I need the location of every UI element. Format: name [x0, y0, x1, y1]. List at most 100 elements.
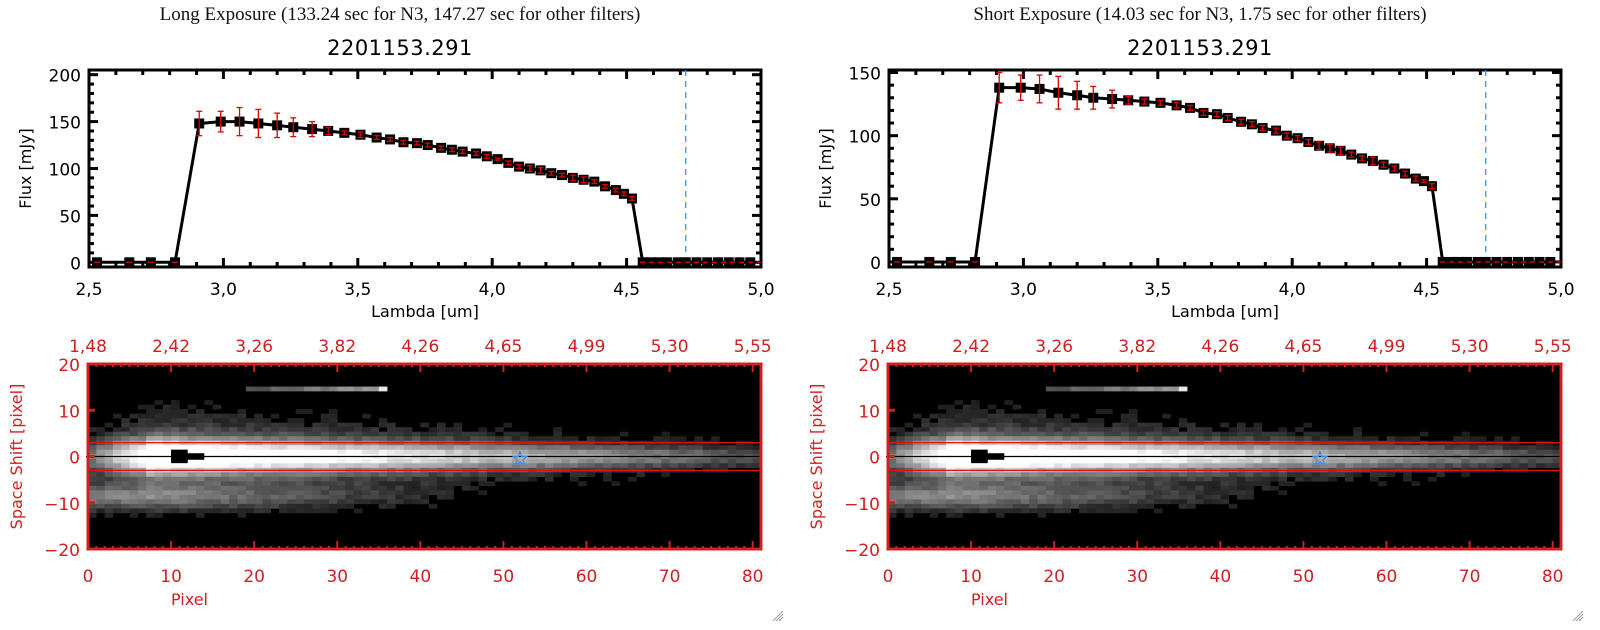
- image-pixel: [245, 490, 255, 496]
- image-pixel: [245, 418, 255, 423]
- image-pixel: [1128, 463, 1138, 469]
- image-pixel: [1012, 508, 1022, 514]
- image-pixel: [1029, 422, 1038, 428]
- image-pixel: [661, 431, 670, 437]
- image-pixel: [320, 458, 330, 464]
- image-pixel: [1037, 499, 1047, 505]
- image-pixel: [1120, 427, 1130, 432]
- image-pixel: [229, 481, 238, 487]
- image-pixel: [1120, 476, 1130, 482]
- image-pixel: [569, 476, 579, 482]
- image-pixel: [312, 476, 321, 482]
- image-pixel: [1336, 445, 1346, 451]
- image-pixel: [736, 463, 745, 469]
- image-pixel: [270, 503, 280, 509]
- image-pixel: [619, 431, 629, 437]
- image-pixel: [1095, 490, 1105, 496]
- image-pixel: [979, 436, 989, 442]
- image-pixel: [146, 476, 155, 482]
- image-pixel: [104, 472, 114, 478]
- image-pixel: [162, 463, 172, 469]
- image-pixel: [112, 449, 122, 455]
- image-pixel: [362, 499, 371, 505]
- image-pixel: [1012, 485, 1022, 491]
- image-pixel: [1261, 449, 1271, 455]
- image-pixel: [445, 494, 454, 500]
- image-pixel: [594, 436, 604, 442]
- image-pixel: [594, 449, 604, 455]
- image-pixel: [1112, 499, 1121, 505]
- image-pixel: [428, 436, 438, 442]
- image-pixel: [1079, 436, 1088, 442]
- image-pixel: [353, 445, 363, 451]
- image-pixel: [270, 436, 280, 442]
- image-pixel: [954, 418, 964, 423]
- image-pixel: [204, 400, 213, 405]
- image-pixel: [1303, 431, 1313, 437]
- image-pixel: [146, 404, 155, 410]
- image-pixel: [154, 400, 164, 405]
- image-pixel: [478, 431, 488, 437]
- image-pixel: [553, 427, 562, 432]
- image-pixel: [1220, 499, 1229, 505]
- image-pixel: [478, 449, 488, 455]
- image-pixel: [1029, 445, 1038, 451]
- image-pixel: [752, 445, 762, 451]
- image-pixel: [245, 508, 255, 514]
- image-pixel: [1419, 458, 1429, 464]
- image-pixel: [279, 463, 288, 469]
- image-pixel: [503, 436, 513, 442]
- image-pixel: [1004, 431, 1013, 437]
- image-pixel: [378, 472, 388, 478]
- error-bar: [1200, 109, 1207, 117]
- image-pixel: [146, 499, 155, 505]
- image-pixel: [162, 427, 172, 432]
- image-pixel: [1087, 422, 1097, 428]
- image-pixel: [312, 472, 321, 478]
- image-pixel: [946, 499, 955, 505]
- image-pixel: [1386, 463, 1396, 469]
- image-pixel: [536, 436, 546, 442]
- image-pixel: [896, 481, 905, 487]
- image-pixel: [503, 449, 513, 455]
- image-pixel: [1054, 481, 1063, 487]
- image-pixel: [1203, 458, 1213, 464]
- image-pixel: [1378, 445, 1387, 451]
- image-pixel: [171, 481, 180, 487]
- data-point: [723, 257, 734, 268]
- image-pixel: [896, 499, 905, 505]
- image-pixel: [179, 427, 189, 432]
- y-tick-label: −10: [44, 495, 80, 515]
- image-pixel: [1253, 422, 1263, 428]
- image-pixel: [96, 481, 105, 487]
- data-point: [1512, 256, 1523, 267]
- image-pixel: [603, 472, 612, 478]
- image-pixel: [1112, 490, 1121, 496]
- image-pixel: [677, 463, 687, 469]
- image-pixel: [937, 485, 947, 491]
- object-id-title: 2201153.291: [1127, 36, 1273, 60]
- image-pixel: [328, 449, 338, 455]
- image-pixel: [1170, 481, 1180, 487]
- top-x-tick-label: 5,30: [1451, 337, 1489, 357]
- image-pixel: [1104, 436, 1113, 442]
- image-pixel: [929, 463, 939, 469]
- image-pixel: [428, 458, 438, 464]
- resize-grip-icon[interactable]: [770, 608, 784, 622]
- image-pixel: [1494, 463, 1504, 469]
- image-pixel: [154, 463, 164, 469]
- resize-grip-icon[interactable]: [1570, 608, 1584, 622]
- image-pixel: [436, 458, 446, 464]
- image-pixel: [412, 499, 421, 505]
- image-pixel: [229, 436, 238, 442]
- image-pixel: [1203, 431, 1213, 437]
- image-pixel: [328, 472, 338, 478]
- image-pixel: [88, 436, 97, 442]
- image-pixel: [1187, 481, 1196, 487]
- image-pixel: [287, 445, 297, 451]
- image-pixel: [1369, 449, 1379, 455]
- image-pixel: [921, 431, 930, 437]
- image-pixel: [1461, 472, 1470, 478]
- image-pixel: [1386, 449, 1396, 455]
- image-pixel: [1220, 494, 1229, 500]
